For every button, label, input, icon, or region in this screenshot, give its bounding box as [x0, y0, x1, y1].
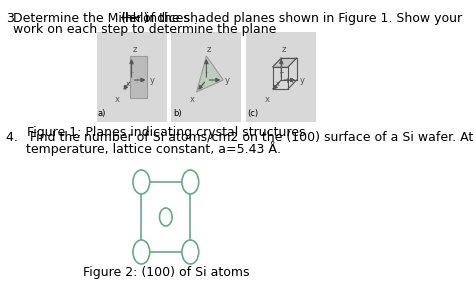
Polygon shape	[273, 58, 297, 67]
Text: y: y	[225, 76, 229, 84]
Text: b): b)	[173, 109, 182, 118]
Text: z: z	[282, 45, 286, 54]
Text: y: y	[300, 76, 304, 84]
FancyBboxPatch shape	[172, 32, 241, 122]
Text: Figure 1: Planes indicating crystal structures: Figure 1: Planes indicating crystal stru…	[27, 126, 305, 139]
Text: y: y	[150, 76, 155, 84]
FancyBboxPatch shape	[246, 32, 316, 122]
Text: 4.   Find the number of Si atoms/cm2 on the (100) surface of a Si wafer. At room: 4. Find the number of Si atoms/cm2 on th…	[6, 130, 474, 143]
Text: (c): (c)	[248, 109, 259, 118]
Circle shape	[133, 170, 150, 194]
Text: z: z	[207, 45, 211, 54]
Text: (hkl): (hkl)	[121, 12, 149, 25]
Text: temperature, lattice constant, a=5.43 Å.: temperature, lattice constant, a=5.43 Å.	[6, 141, 281, 156]
Text: Determine the Miller indices: Determine the Miller indices	[13, 12, 193, 25]
Text: x: x	[265, 95, 270, 104]
Polygon shape	[197, 56, 223, 92]
Circle shape	[133, 240, 150, 264]
Text: 3.: 3.	[6, 12, 18, 25]
Text: x: x	[115, 95, 120, 104]
Bar	[141, 182, 191, 252]
FancyBboxPatch shape	[97, 32, 166, 122]
Text: work on each step to determine the plane: work on each step to determine the plane	[13, 23, 276, 36]
Polygon shape	[130, 56, 147, 98]
Circle shape	[182, 240, 199, 264]
Text: x: x	[190, 95, 195, 104]
Circle shape	[160, 208, 172, 226]
Circle shape	[182, 170, 199, 194]
Text: z: z	[132, 45, 137, 54]
Text: a): a)	[98, 109, 106, 118]
Text: of the shaded planes shown in Figure 1. Show your: of the shaded planes shown in Figure 1. …	[139, 12, 462, 25]
Text: Figure 2: (100) of Si atoms: Figure 2: (100) of Si atoms	[82, 266, 249, 279]
